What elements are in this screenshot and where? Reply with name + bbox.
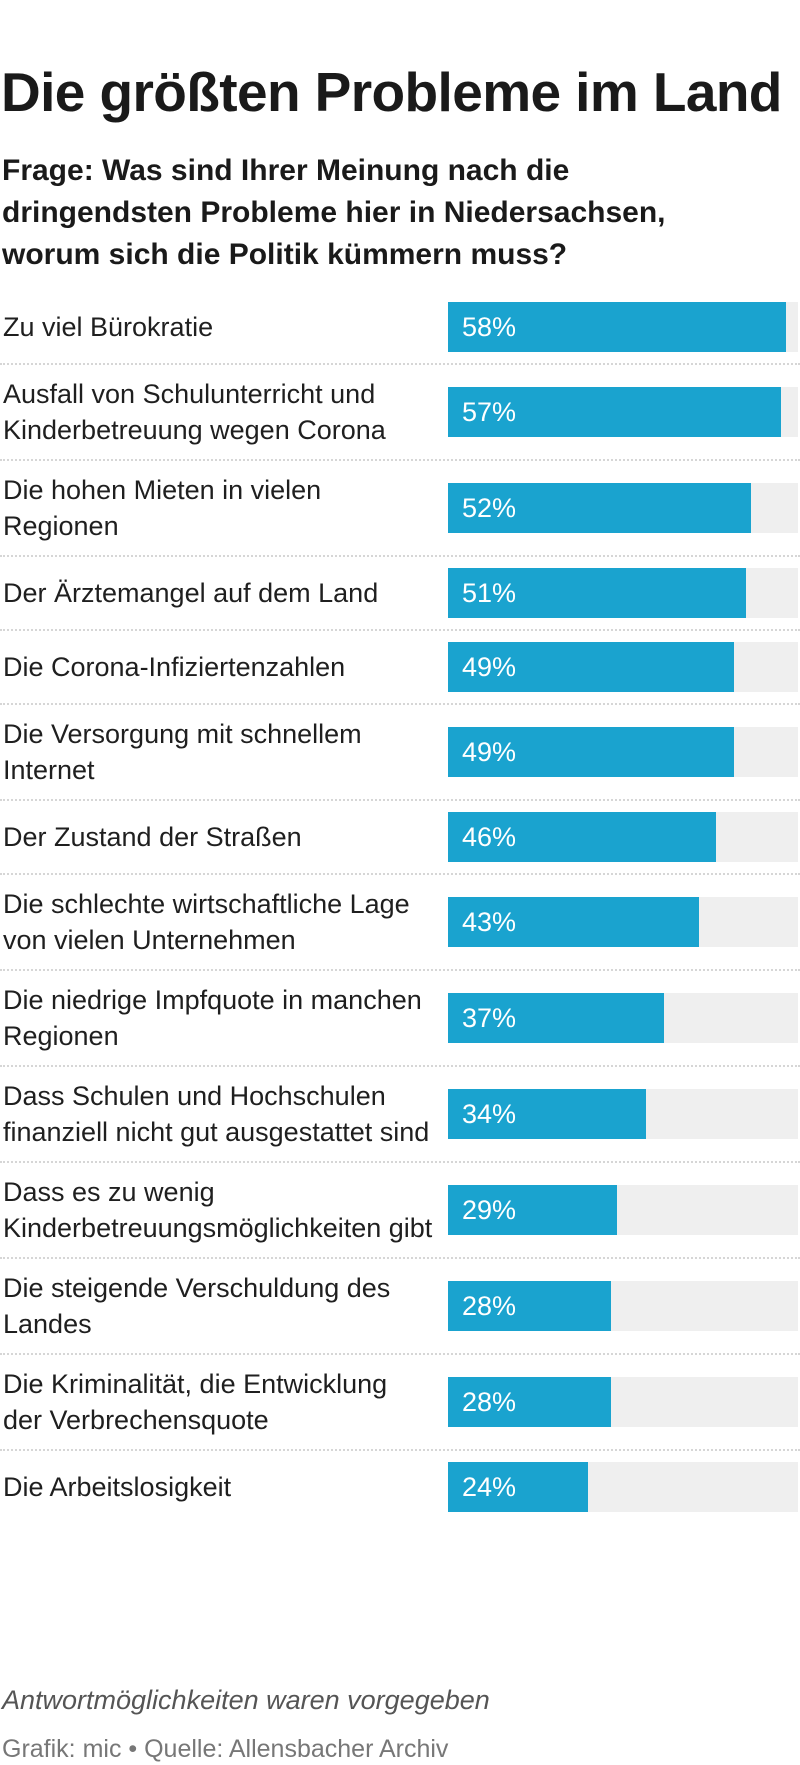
- row-divider: [0, 799, 800, 801]
- category-label: Die hohen Mieten in vielen Regionen: [3, 475, 322, 541]
- chart-subtitle: Frage: Was sind Ihrer Meinung nach die d…: [2, 154, 666, 271]
- value-label: 28%: [462, 1291, 517, 1321]
- category-label: Die Versorgung mit schnellem Internet: [3, 719, 362, 785]
- row-divider: [0, 629, 800, 631]
- bar-track: 24%: [448, 1462, 798, 1512]
- bar: 52%: [448, 483, 752, 533]
- category-label: Die niedrige Impfquote in manchen Region…: [3, 985, 422, 1051]
- value-label: 34%: [462, 1099, 517, 1129]
- bar-track: 51%: [448, 568, 798, 618]
- bar: 37%: [448, 993, 664, 1043]
- bar-track: 29%: [448, 1185, 798, 1235]
- bar-row: Die schlechte wirtschaftliche Lage von v…: [0, 874, 800, 970]
- bar: 58%: [448, 302, 787, 352]
- category-label: Ausfall von Schulunterricht und Kinderbe…: [3, 379, 386, 445]
- value-label: 24%: [462, 1472, 517, 1502]
- value-label: 57%: [462, 397, 517, 427]
- bar: 24%: [448, 1462, 588, 1512]
- category-label: Die Corona-Infiziertenzahlen: [3, 652, 346, 682]
- category-label: Die Kriminalität, die Entwicklung der Ve…: [3, 1369, 388, 1435]
- category-label: Die Arbeitslosigkeit: [3, 1472, 232, 1502]
- bar-track: 28%: [448, 1377, 798, 1427]
- bar-row: Die Corona-Infiziertenzahlen 49%: [0, 630, 800, 704]
- bar-track: 37%: [448, 993, 798, 1043]
- bar-track: 43%: [448, 897, 798, 947]
- category-label: Dass Schulen und Hochschulen finanziell …: [3, 1081, 430, 1147]
- row-divider: [0, 1257, 800, 1259]
- bar-track: 57%: [448, 387, 798, 437]
- row-divider: [0, 1353, 800, 1355]
- value-label: 51%: [462, 578, 517, 608]
- bar: 51%: [448, 568, 746, 618]
- bar: 49%: [448, 727, 734, 777]
- bar-row: Die steigende Verschuldung des Landes 28%: [0, 1258, 800, 1354]
- bar-row: Ausfall von Schulunterricht und Kinderbe…: [0, 364, 800, 460]
- category-label: Die steigende Verschuldung des Landes: [3, 1273, 391, 1339]
- bar-track: 34%: [448, 1089, 798, 1139]
- bar-row: Dass Schulen und Hochschulen finanziell …: [0, 1066, 800, 1162]
- value-label: 37%: [462, 1003, 517, 1033]
- value-label: 29%: [462, 1195, 517, 1225]
- row-divider: [0, 1065, 800, 1067]
- value-label: 43%: [462, 907, 517, 937]
- row-divider: [0, 1161, 800, 1163]
- bar-row: Zu viel Bürokratie 58%: [0, 290, 800, 364]
- bar-track: 46%: [448, 812, 798, 862]
- bar-track: 52%: [448, 483, 798, 533]
- bar-row: Dass es zu wenig Kinderbetreuungsmöglich…: [0, 1162, 800, 1258]
- category-label: Der Zustand der Straßen: [3, 822, 302, 852]
- value-label: 28%: [462, 1387, 517, 1417]
- row-divider: [0, 873, 800, 875]
- footnote: Antwortmöglichkeiten waren vorgegeben: [2, 1685, 490, 1715]
- value-label: 46%: [462, 822, 517, 852]
- bar-row: Die Versorgung mit schnellem Internet 49%: [0, 704, 800, 800]
- row-divider: [0, 969, 800, 971]
- row-divider: [0, 363, 800, 365]
- bar-track: 49%: [448, 642, 798, 692]
- value-label: 49%: [462, 737, 517, 767]
- bar: 28%: [448, 1281, 612, 1331]
- row-divider: [0, 1449, 800, 1451]
- category-label: Die schlechte wirtschaftliche Lage von v…: [3, 889, 410, 955]
- bar: 46%: [448, 812, 717, 862]
- bar: 43%: [448, 897, 699, 947]
- bar-row: Der Zustand der Straßen 46%: [0, 800, 800, 874]
- value-label: 49%: [462, 652, 517, 682]
- category-label: Dass es zu wenig Kinderbetreuungsmöglich…: [3, 1177, 433, 1243]
- value-label: 52%: [462, 493, 517, 523]
- bar-track: 49%: [448, 727, 798, 777]
- bar-track: 58%: [448, 302, 798, 352]
- bar: 57%: [448, 387, 781, 437]
- bar: 49%: [448, 642, 734, 692]
- bar-row: Die Kriminalität, die Entwicklung der Ve…: [0, 1354, 800, 1450]
- bar: 34%: [448, 1089, 647, 1139]
- source-credit: Grafik: mic • Quelle: Allensbacher Archi…: [2, 1735, 449, 1763]
- row-divider: [0, 459, 800, 461]
- bar-track: 28%: [448, 1281, 798, 1331]
- category-label: Der Ärztemangel auf dem Land: [3, 578, 379, 608]
- bar-row: Die Arbeitslosigkeit 24%: [0, 1450, 800, 1524]
- bar: 29%: [448, 1185, 618, 1235]
- row-divider: [0, 703, 800, 705]
- category-label: Zu viel Bürokratie: [3, 312, 214, 342]
- bar-row: Die niedrige Impfquote in manchen Region…: [0, 970, 800, 1066]
- bar: 28%: [448, 1377, 612, 1427]
- bar-row: Die hohen Mieten in vielen Regionen 52%: [0, 460, 800, 556]
- value-label: 58%: [462, 312, 517, 342]
- chart-title: Die größten Probleme im Land: [1, 61, 782, 123]
- row-divider: [0, 555, 800, 557]
- bar-row: Der Ärztemangel auf dem Land 51%: [0, 556, 800, 630]
